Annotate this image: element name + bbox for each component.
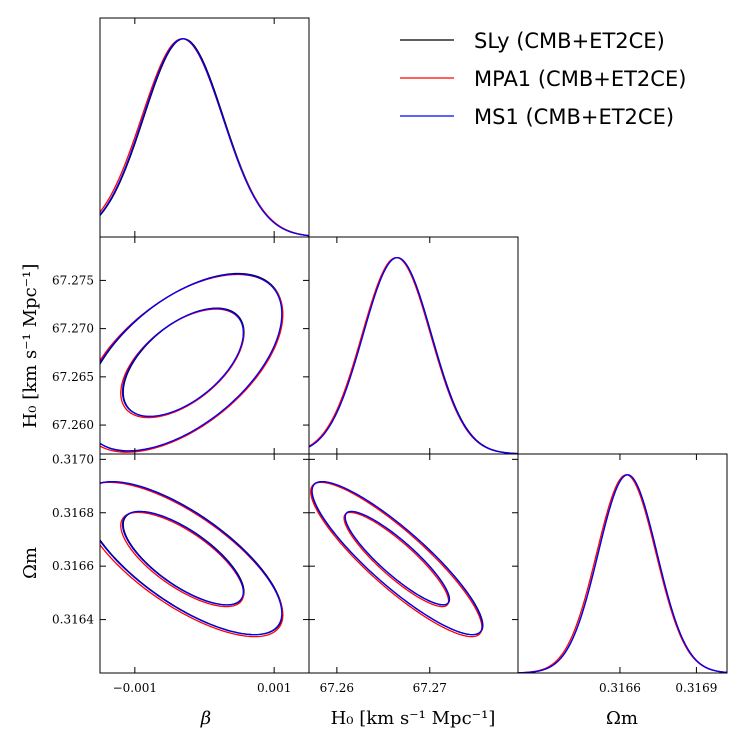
x-tick-label-Om: 0.3169 <box>675 681 717 695</box>
y-tick-label-Om: 0.3170 <box>52 452 94 466</box>
contour-beta-H0-2-0 <box>121 307 244 417</box>
contour-beta-H0-1-0 <box>120 308 245 419</box>
marginal-curve-H0-0 <box>309 256 518 454</box>
panel-beta-H0 <box>99 236 310 455</box>
contour-H0-Om-1-0 <box>343 511 450 608</box>
panel-content <box>100 38 309 237</box>
contour-beta-Om-1-0 <box>120 511 245 608</box>
legend-label-0: SLy (CMB+ET2CE) <box>474 29 665 53</box>
panel-H0-H0 <box>308 236 519 455</box>
contour-beta-H0-1-1 <box>100 273 284 453</box>
contour-H0-Om-0-1 <box>311 481 484 636</box>
marginal-curve-Om-2 <box>518 474 727 673</box>
x-tick-label-H0: 67.26 <box>320 681 354 695</box>
contour-beta-Om-1-1 <box>100 481 284 638</box>
y-tick-label-Om: 0.3164 <box>52 613 94 627</box>
panel-content <box>518 474 727 673</box>
y-tick-label-H0: 67.270 <box>52 322 94 336</box>
x-axis-label-om: Ωm <box>606 708 638 729</box>
y-tick-label-H0: 67.260 <box>52 418 94 432</box>
panel-H0-Om <box>308 453 519 674</box>
contour-H0-Om-0-0 <box>344 510 451 606</box>
axis-labels: β H₀ [km s⁻¹ Mpc⁻¹] Ωm H₀ [km s⁻¹ Mpc⁻¹]… <box>20 264 638 729</box>
x-tick-label-beta: 0.001 <box>257 681 291 695</box>
x-tick-label-Om: 0.3166 <box>599 681 641 695</box>
panel-content <box>100 272 284 453</box>
panel-frame <box>99 17 310 238</box>
contour-H0-Om-2-0 <box>344 510 450 606</box>
marginal-curve-H0-1 <box>309 256 518 454</box>
marginal-curve-Om-1 <box>518 474 727 673</box>
panel-beta-beta <box>99 17 310 238</box>
panel-beta-Om <box>99 453 310 674</box>
marginal-curve-beta-2 <box>100 38 309 237</box>
marginal-curve-H0-2 <box>309 256 518 454</box>
panel-Om-Om <box>517 453 728 674</box>
contour-beta-Om-2-0 <box>121 510 244 606</box>
x-axis-label-h0: H₀ [km s⁻¹ Mpc⁻¹] <box>331 708 496 729</box>
x-tick-label-beta: −0.001 <box>113 681 157 695</box>
y-axis-label-om: Ωm <box>20 547 41 579</box>
y-tick-label-H0: 67.275 <box>52 273 94 287</box>
contour-beta-H0-0-1 <box>100 272 284 452</box>
panel-frame <box>517 453 728 674</box>
y-axis-label-h0: H₀ [km s⁻¹ Mpc⁻¹] <box>20 264 41 429</box>
marginal-curve-Om-0 <box>518 474 727 673</box>
x-tick-label-H0: 67.27 <box>413 681 447 695</box>
legend: SLy (CMB+ET2CE) MPA1 (CMB+ET2CE) MS1 (CMB+… <box>400 29 686 129</box>
panel-frame <box>99 236 310 455</box>
panel-frame <box>308 236 519 455</box>
y-tick-label-Om: 0.3168 <box>52 506 94 520</box>
panel-content <box>100 481 284 638</box>
panel-content <box>310 481 484 638</box>
contour-beta-H0-0-0 <box>122 307 245 418</box>
panel-frame <box>99 453 310 674</box>
x-axis-label-beta: β <box>200 708 211 729</box>
contour-H0-Om-1-1 <box>310 481 483 638</box>
legend-label-2: MS1 (CMB+ET2CE) <box>474 105 674 129</box>
y-tick-label-H0: 67.265 <box>52 370 94 384</box>
legend-label-1: MPA1 (CMB+ET2CE) <box>474 67 686 91</box>
marginal-curve-beta-1 <box>100 38 309 237</box>
contour-beta-Om-2-1 <box>100 481 283 636</box>
y-tick-label-Om: 0.3166 <box>52 559 94 573</box>
panel-content <box>309 256 518 454</box>
contour-beta-H0-2-1 <box>100 273 283 452</box>
contour-H0-Om-2-1 <box>311 481 484 636</box>
